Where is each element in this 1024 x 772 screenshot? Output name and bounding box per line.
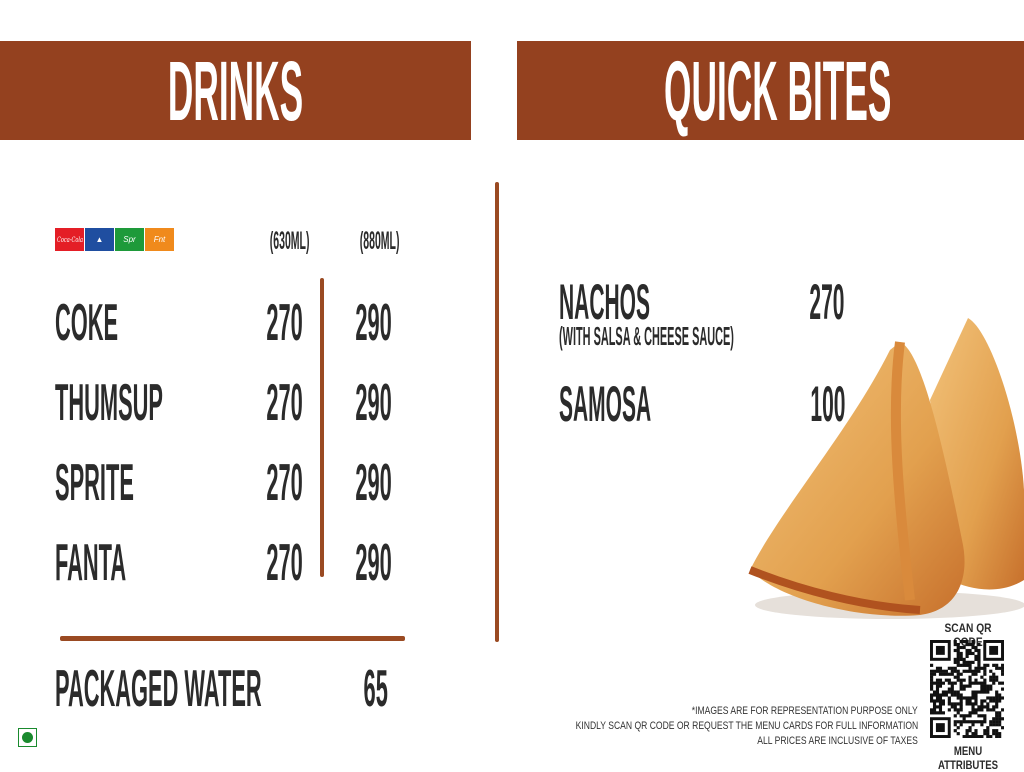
samosa-price: 100 xyxy=(809,376,845,432)
thumsup-logo-icon: ▲ xyxy=(85,228,114,251)
drink-name: FANTA xyxy=(55,534,127,592)
drink-name: COKE xyxy=(55,294,119,352)
qr-code-icon[interactable] xyxy=(930,640,1004,738)
section-divider xyxy=(495,182,499,642)
drink-price-880: 290 xyxy=(355,534,392,592)
water-name: PACKAGED WATER xyxy=(55,660,262,718)
drinks-header: DRINKS xyxy=(0,41,471,140)
drink-price-880: 290 xyxy=(355,294,392,352)
drink-price-880: 290 xyxy=(355,374,392,432)
drink-price-630: 270 xyxy=(266,454,303,512)
drink-name: SPRITE xyxy=(55,454,134,512)
price-column-divider xyxy=(320,278,324,577)
veg-indicator-icon xyxy=(18,728,37,747)
sprite-logo-icon: Spr xyxy=(115,228,144,251)
size-label-630: (630ML) xyxy=(269,227,309,255)
nachos-name: NACHOS xyxy=(559,274,651,330)
footer-note: ALL PRICES ARE INCLUSIVE OF TAXES xyxy=(757,735,918,747)
nachos-price: 270 xyxy=(808,274,844,330)
footer-note: *IMAGES ARE FOR REPRESENTATION PURPOSE O… xyxy=(692,705,918,717)
fanta-logo-icon: Fnt xyxy=(145,228,174,251)
drinks-title: DRINKS xyxy=(167,44,304,138)
drink-price-630: 270 xyxy=(266,534,303,592)
nachos-subtitle: (WITH SALSA & CHEESE SAUCE) xyxy=(559,321,734,351)
water-price: 65 xyxy=(363,660,388,718)
coca-cola-logo-text: Coca-Cola xyxy=(56,235,83,244)
size-label-880: (880ML) xyxy=(359,227,399,255)
quick-bites-header: QUICK BITES xyxy=(517,41,1024,140)
water-divider xyxy=(60,636,405,641)
drink-price-630: 270 xyxy=(266,374,303,432)
quick-bites-title: QUICK BITES xyxy=(664,44,892,138)
drink-price-880: 290 xyxy=(355,454,392,512)
coca-cola-logo-icon: Coca-Cola xyxy=(55,228,84,251)
samosa-name: SAMOSA xyxy=(559,376,652,432)
samosa-image xyxy=(748,318,1024,619)
footer-note: KINDLY SCAN QR CODE OR REQUEST THE MENU … xyxy=(575,720,918,732)
drink-price-630: 270 xyxy=(266,294,303,352)
drink-name: THUMSUP xyxy=(55,374,163,432)
